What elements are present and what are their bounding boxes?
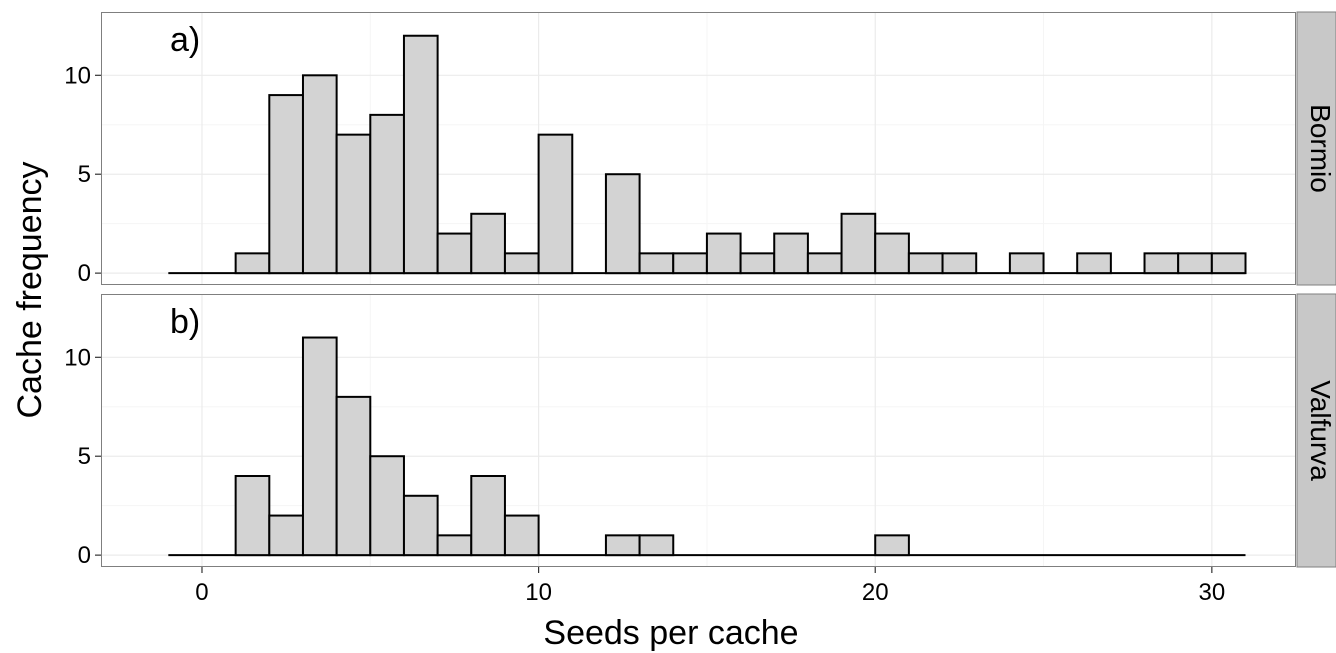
histogram-bar bbox=[402, 34, 439, 275]
histogram-bar bbox=[503, 514, 540, 557]
histogram-bar bbox=[941, 252, 978, 275]
histogram-bar bbox=[1008, 252, 1045, 275]
y-tick-label: 5 bbox=[78, 443, 91, 470]
facet-strip bbox=[1296, 293, 1336, 568]
histogram-bar bbox=[1143, 252, 1180, 275]
panel-valfurva: b) 0 5 10 Valfurva bbox=[64, 293, 1336, 569]
facet-strip bbox=[1296, 11, 1336, 286]
histogram-bar bbox=[907, 252, 944, 275]
facet-strip-label: Valfurva bbox=[1305, 380, 1336, 481]
histogram-bar bbox=[806, 252, 843, 275]
panel-bormio: a) 0 5 10 Bormio bbox=[64, 11, 1336, 287]
panel-border bbox=[101, 294, 1296, 567]
histogram-bar bbox=[874, 232, 910, 275]
histogram-bar bbox=[335, 395, 372, 557]
histogram-bar bbox=[1177, 252, 1213, 275]
x-tick-label: 10 bbox=[525, 579, 552, 606]
histogram-bar bbox=[503, 252, 540, 275]
y-axis-title: Cache frequency bbox=[11, 161, 49, 418]
y-tick-label: 0 bbox=[78, 260, 91, 287]
histogram-bar bbox=[335, 133, 372, 275]
x-axis: 0 10 20 30 bbox=[195, 567, 1225, 606]
histogram-bar bbox=[436, 232, 473, 275]
histogram-bar bbox=[672, 252, 708, 275]
y-tick-label: 10 bbox=[64, 62, 91, 89]
histogram-bar bbox=[268, 514, 304, 557]
histogram-bar bbox=[268, 94, 304, 275]
histogram-bar bbox=[369, 455, 405, 557]
histogram-bar bbox=[1076, 252, 1112, 275]
panel-border bbox=[101, 12, 1296, 285]
x-axis-title: Seeds per cache bbox=[543, 614, 798, 652]
histogram-bar bbox=[537, 133, 574, 275]
y-tick-label: 5 bbox=[78, 161, 91, 188]
histogram-bar bbox=[604, 173, 641, 275]
panel-label: b) bbox=[170, 303, 200, 341]
histogram-bar bbox=[301, 74, 338, 275]
x-tick-label: 30 bbox=[1198, 579, 1225, 606]
histogram-bar bbox=[470, 212, 506, 275]
histogram-bar bbox=[1210, 252, 1247, 275]
histogram-bar bbox=[705, 232, 742, 275]
histogram-bar bbox=[739, 252, 776, 275]
histogram-bar bbox=[369, 113, 405, 275]
histogram-bar bbox=[436, 534, 473, 557]
histogram-bar bbox=[301, 336, 338, 557]
panel-label: a) bbox=[170, 21, 200, 59]
histogram-bar bbox=[234, 252, 271, 275]
histogram-bar bbox=[874, 534, 910, 557]
facet-strip-label: Bormio bbox=[1305, 104, 1336, 193]
chart-panels: a) 0 5 10 Bormio b) 0 5 10 Valfurva bbox=[64, 11, 1336, 569]
histogram-bar bbox=[840, 212, 877, 275]
y-tick-label: 10 bbox=[64, 344, 91, 371]
histogram-bar bbox=[604, 534, 641, 557]
histogram-bar bbox=[638, 534, 675, 557]
histogram-bar bbox=[402, 494, 439, 557]
histogram-bar bbox=[638, 252, 675, 275]
x-tick-label: 20 bbox=[862, 579, 889, 606]
histogram-bar bbox=[234, 475, 271, 557]
y-tick-label: 0 bbox=[78, 542, 91, 569]
histogram-bar bbox=[773, 232, 809, 275]
histogram-bar bbox=[470, 475, 506, 557]
x-tick-label: 0 bbox=[195, 579, 208, 606]
